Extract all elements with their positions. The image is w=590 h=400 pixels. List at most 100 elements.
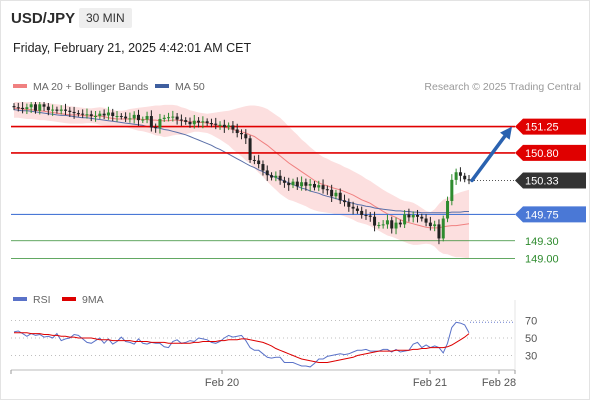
last-price-tag bbox=[515, 172, 586, 189]
candle bbox=[424, 214, 428, 227]
candle-body bbox=[441, 218, 445, 239]
candle-body bbox=[209, 123, 213, 125]
candle bbox=[282, 176, 286, 188]
candle bbox=[222, 119, 226, 133]
candle-body bbox=[420, 216, 424, 219]
candle-body bbox=[291, 181, 295, 186]
candle bbox=[192, 114, 196, 129]
candle-body bbox=[192, 120, 196, 125]
candle bbox=[33, 102, 37, 114]
candle-body bbox=[25, 107, 29, 109]
rsi-panel: 70 50 30 bbox=[11, 316, 537, 368]
candle bbox=[248, 135, 252, 163]
candle bbox=[162, 114, 166, 122]
candle-body bbox=[381, 224, 385, 226]
candle bbox=[106, 106, 110, 120]
level-labels: 151.25 150.80 150.33 149.75 149.30 149.00 bbox=[515, 118, 586, 265]
price-levels bbox=[11, 125, 515, 259]
candle bbox=[115, 110, 119, 122]
candle bbox=[334, 189, 338, 200]
candle-body bbox=[76, 113, 80, 115]
candle bbox=[218, 121, 222, 130]
candle-body bbox=[330, 189, 334, 197]
candle bbox=[98, 110, 102, 119]
candle bbox=[304, 178, 308, 191]
candle-body bbox=[403, 214, 407, 225]
candle bbox=[102, 109, 106, 120]
candle bbox=[111, 108, 115, 122]
candle-body bbox=[437, 224, 441, 239]
rsi-legend-label: RSI bbox=[33, 294, 51, 306]
candle-body bbox=[132, 114, 136, 119]
candle-body bbox=[167, 117, 171, 119]
candle-body bbox=[454, 172, 458, 180]
candle-body bbox=[317, 185, 321, 188]
candle bbox=[351, 201, 355, 215]
candle bbox=[377, 222, 381, 229]
candle bbox=[454, 168, 458, 185]
candle bbox=[128, 112, 132, 123]
candle bbox=[21, 102, 25, 114]
candle bbox=[132, 111, 136, 124]
candles bbox=[12, 102, 471, 245]
candle-body bbox=[300, 182, 304, 187]
candle-body bbox=[458, 172, 462, 176]
candle-body bbox=[390, 220, 394, 229]
candle-body bbox=[287, 182, 291, 186]
level-149-00-label: 149.00 bbox=[525, 253, 559, 265]
candle bbox=[398, 219, 402, 228]
candle bbox=[119, 113, 123, 120]
candle-body bbox=[428, 222, 432, 227]
candle-body bbox=[124, 116, 128, 119]
candle-body bbox=[321, 185, 325, 190]
candle-body bbox=[184, 120, 188, 122]
candle bbox=[291, 178, 295, 189]
candle-body bbox=[38, 104, 42, 111]
candle bbox=[458, 167, 462, 182]
candle-body bbox=[407, 214, 411, 218]
candle bbox=[76, 110, 80, 117]
candle-body bbox=[239, 133, 244, 135]
candle-body bbox=[21, 107, 25, 109]
candle-body bbox=[415, 215, 419, 217]
candle-body bbox=[94, 116, 98, 118]
candle bbox=[312, 181, 316, 191]
timeframe-badge[interactable]: 30 MIN bbox=[79, 8, 132, 28]
candle-body bbox=[68, 110, 72, 112]
ma20-legend-swatch bbox=[13, 84, 27, 88]
candle-body bbox=[59, 109, 63, 111]
candle bbox=[227, 122, 231, 131]
candle-body bbox=[175, 116, 179, 120]
candle bbox=[355, 205, 359, 214]
candle-body bbox=[197, 120, 201, 123]
candle-body bbox=[227, 125, 231, 128]
candle-body bbox=[270, 175, 274, 178]
time-axis-ticks: Feb 20 Feb 21 Feb 28 bbox=[10, 370, 516, 389]
level-149-75-label: 149.75 bbox=[525, 209, 559, 221]
candle-body bbox=[154, 127, 158, 129]
candle-body bbox=[252, 159, 256, 161]
candle bbox=[321, 179, 325, 194]
candle bbox=[265, 165, 269, 181]
rsi-tick-label: 70 bbox=[525, 316, 537, 328]
candle-body bbox=[141, 119, 145, 121]
candle-body bbox=[201, 121, 205, 123]
candle-body bbox=[46, 106, 50, 111]
candle-body bbox=[360, 210, 364, 216]
candle bbox=[330, 184, 334, 203]
candle bbox=[184, 117, 188, 125]
candle-body bbox=[355, 208, 359, 211]
rsi-ma-line bbox=[14, 332, 470, 363]
candle bbox=[441, 215, 445, 242]
candle bbox=[428, 216, 432, 231]
bollinger-band-area bbox=[14, 102, 469, 259]
projection-arrow bbox=[470, 126, 512, 183]
level-150-80-tag bbox=[515, 144, 586, 161]
candle-body bbox=[467, 179, 471, 181]
candle bbox=[343, 194, 347, 207]
candle-body bbox=[450, 179, 454, 201]
candle-body bbox=[424, 218, 428, 223]
candle bbox=[29, 102, 33, 113]
candle-body bbox=[368, 215, 372, 217]
candle bbox=[420, 213, 424, 222]
